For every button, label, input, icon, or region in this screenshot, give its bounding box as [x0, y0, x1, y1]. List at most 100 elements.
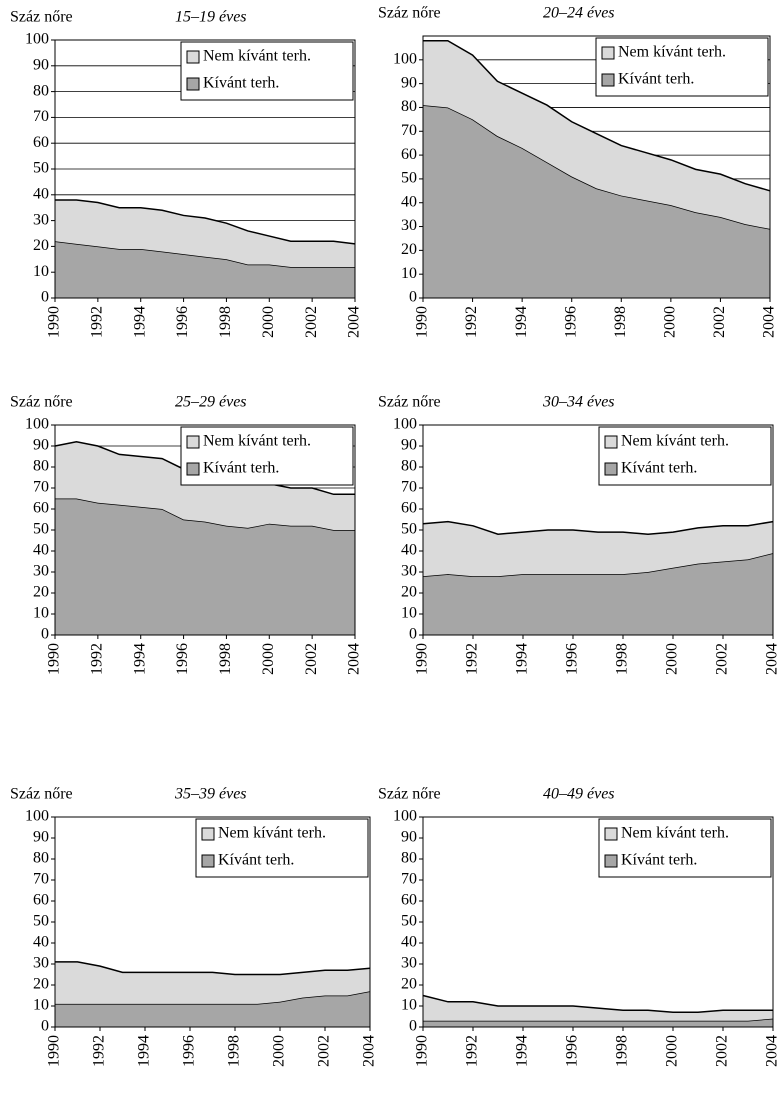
legend-label: Nem kívánt terh. [621, 825, 729, 842]
y-tick-label: 30 [33, 211, 49, 228]
y-tick-label: 40 [401, 542, 417, 559]
plot-frame [422, 424, 774, 636]
legend-swatch [604, 827, 618, 841]
y-tick-label: 40 [33, 185, 49, 202]
x-tick-label: 1992 [463, 306, 480, 338]
x-tick-label: 2004 [346, 306, 363, 338]
y-tick-label: 10 [401, 605, 417, 622]
x-tick-label: 1990 [46, 306, 63, 338]
legend-label: Kívánt terh. [618, 71, 694, 88]
y-tick-label: 70 [33, 108, 49, 125]
y-tick-label: 70 [401, 122, 417, 139]
legend-swatch [604, 435, 618, 449]
legend-label: Nem kívánt terh. [618, 44, 726, 61]
x-tick-label: 1996 [174, 643, 191, 675]
legend-swatch [201, 827, 215, 841]
x-tick-label: 1998 [217, 306, 234, 338]
legend-box [180, 41, 354, 101]
y-tick-label: 100 [393, 50, 417, 67]
x-tick-label: 1996 [174, 306, 191, 338]
y-tick-label: 50 [401, 170, 417, 187]
y-tick-label: 100 [25, 416, 49, 433]
legend-box [195, 818, 369, 878]
legend-swatch [604, 462, 618, 476]
x-tick-label: 1990 [414, 1035, 431, 1067]
x-tick-label: 2002 [316, 1035, 333, 1067]
chart-title: 35–39 éves [174, 786, 247, 803]
y-tick-label: 70 [401, 479, 417, 496]
x-tick-label: 1992 [89, 643, 106, 675]
y-tick-label: 10 [33, 997, 49, 1014]
area [55, 498, 355, 635]
area-edge [422, 520, 774, 535]
y-tick-label: 0 [409, 626, 417, 643]
y-tick-label: 100 [393, 416, 417, 433]
legend-box [598, 426, 772, 486]
y-tick-label: 0 [409, 289, 417, 306]
x-tick-label: 1996 [181, 1035, 198, 1067]
legend-label: Kívánt terh. [621, 460, 697, 477]
y-tick-label: 100 [25, 31, 49, 48]
y-tick-label: 70 [33, 871, 49, 888]
plot-frame [422, 35, 771, 299]
x-tick-label: 1998 [226, 1035, 243, 1067]
legend-label: Nem kívánt terh. [621, 433, 729, 450]
y-tick-label: 20 [401, 976, 417, 993]
chart-title: 25–29 éves [175, 394, 247, 411]
y-tick-label: 40 [401, 934, 417, 951]
y-tick-label: 80 [401, 850, 417, 867]
x-tick-label: 1990 [46, 643, 63, 675]
legend-swatch [601, 46, 615, 60]
area-edge [55, 961, 371, 976]
y-tick-label: 60 [401, 500, 417, 517]
x-tick-label: 1990 [414, 306, 431, 338]
area [423, 521, 773, 577]
x-tick-label: 1994 [136, 1035, 153, 1067]
area [55, 441, 355, 530]
y-tick-label: 20 [33, 976, 49, 993]
x-tick-label: 1996 [564, 643, 581, 675]
x-tick-label: 2000 [664, 1035, 681, 1067]
x-tick-label: 2004 [764, 1035, 781, 1067]
y-tick-label: 30 [401, 217, 417, 234]
x-tick-label: 1990 [414, 643, 431, 675]
chart-title: 30–34 éves [542, 394, 615, 411]
y-tick-label: 90 [33, 829, 49, 846]
y-tick-label: 90 [33, 56, 49, 73]
y-tick-label: 60 [33, 134, 49, 151]
area [423, 105, 770, 299]
x-tick-label: 2002 [714, 643, 731, 675]
y-tick-label: 60 [401, 892, 417, 909]
x-tick-label: 1994 [514, 643, 531, 675]
area [423, 553, 773, 635]
x-tick-label: 2000 [271, 1035, 288, 1067]
y-tick-label: 70 [401, 871, 417, 888]
y-tick-label: 50 [33, 521, 49, 538]
legend-box [595, 37, 769, 97]
x-tick-label: 2002 [303, 306, 320, 338]
y-tick-label: 10 [33, 605, 49, 622]
legend-label: Kívánt terh. [203, 460, 279, 477]
area-edge [422, 994, 773, 1014]
y-tick-label: 40 [33, 934, 49, 951]
x-tick-label: 1994 [131, 306, 148, 338]
y-tick-label: 70 [33, 479, 49, 496]
y-tick-label: 30 [33, 955, 49, 972]
y-tick-label: 40 [33, 542, 49, 559]
legend-label: Kívánt terh. [621, 852, 697, 869]
y-tick-label: 10 [33, 263, 49, 280]
y-tick-label: 0 [41, 1018, 49, 1035]
x-tick-label: 2002 [714, 1035, 731, 1067]
legend-swatch [201, 854, 215, 868]
y-tick-label: 30 [401, 955, 417, 972]
x-tick-label: 1990 [46, 1035, 63, 1067]
y-tick-label: 30 [33, 563, 49, 580]
y-tick-label: 60 [401, 146, 417, 163]
legend-label: Kívánt terh. [203, 75, 279, 92]
y-tick-label: 100 [25, 808, 49, 825]
x-tick-label: 1998 [612, 306, 629, 338]
y-axis-label: Száz nőre [378, 786, 441, 803]
legend-swatch [186, 435, 200, 449]
legend-label: Nem kívánt terh. [218, 825, 326, 842]
